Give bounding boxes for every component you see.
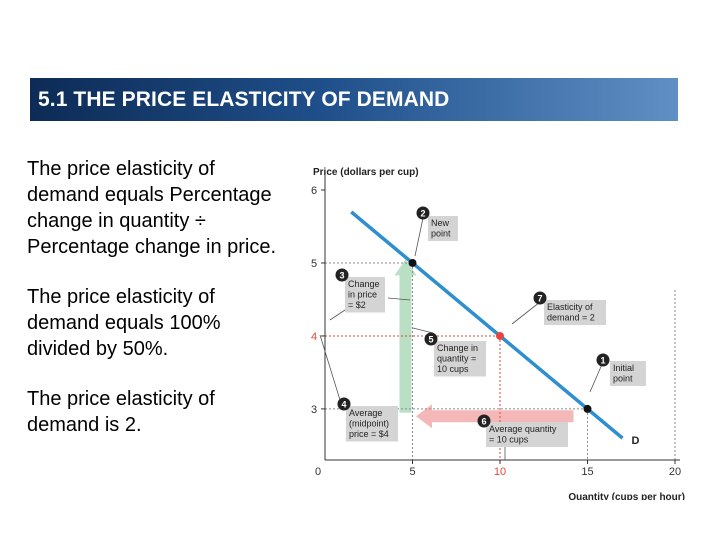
annotation-text: quantity = [437,354,476,364]
annotation-text: Change [348,279,380,289]
annotation-text: 10 cups [437,364,469,374]
annotation-text: = $2 [348,300,366,310]
bullet-list: The price elasticity of demand equals Pe… [27,156,277,462]
annotation-leader [414,217,424,257]
annotation-box [345,277,385,313]
annotation-text: = 10 cups [489,435,529,445]
annotation-number-badge [337,397,351,411]
annotation-text: Change in [437,343,478,353]
annotation-text: Elasticity of [547,302,593,312]
x-tick-label: 15 [581,466,593,478]
annotation-box [610,361,646,386]
annotation-number: 1 [600,356,605,366]
annotation-leader [387,297,411,301]
annotation-number-badge [416,206,430,220]
slide-title: 5.1 THE PRICE ELASTICITY OF DEMAND [38,87,450,111]
annotation-box [486,422,568,447]
annotation-box [434,341,486,377]
x-tick-label: 10 [494,466,506,478]
x-tick-label: 5 [409,466,415,478]
demand-curve-label: D [632,435,640,447]
annotation-number: 3 [339,271,344,281]
annotation-text: point [431,229,451,239]
annotation-number-badge [533,291,547,305]
annotation-leader [412,327,434,334]
annotation-text: New [431,218,450,228]
annotation-number-badge [477,414,491,428]
origin-label: 0 [315,466,321,478]
annotation-number: 2 [420,209,425,219]
annotation-box [544,300,606,325]
slide-title-bar: 5.1 THE PRICE ELASTICITY OF DEMAND [30,78,678,121]
y-tick-label: 6 [311,185,317,197]
annotation-number: 6 [481,417,486,427]
annotation-number-badge [424,332,438,346]
annotation-number: 5 [428,335,433,345]
annotation-number-badge [335,268,349,282]
annotation-text: demand = 2 [547,313,595,323]
midpoint-point [496,331,504,340]
new-point [408,258,417,267]
demand-curve [350,210,624,440]
y-tick-label: 5 [311,258,317,270]
annotation-leader [589,361,604,393]
annotation-text: Average quantity [489,424,557,434]
annotation-box [428,216,458,241]
annotation-text: price = $4 [349,429,389,439]
y-axis-label: Price (dollars per cup) [313,167,419,178]
annotation-number: 4 [341,400,346,410]
annotation-leader [319,334,341,401]
y-tick-label: 3 [311,404,317,416]
annotation-number-badge [596,353,610,367]
bullet-text: The price elasticity of demand is 2. [27,388,215,436]
annotation-text: Average [349,408,382,418]
annotation-box [346,406,398,442]
y-tick-label: 4 [311,331,317,343]
annotation-leader [511,301,541,325]
x-tick-label: 20 [669,466,681,478]
annotation-text: point [613,374,633,384]
bullet-text: The price elasticity of demand equals 10… [27,286,221,360]
annotation-text: (midpoint) [349,419,389,429]
initial-point [583,404,592,413]
annotation-text: Initial [613,363,634,373]
bullet-text: The price elasticity of demand equals Pe… [27,158,277,258]
annotation-text: in price [348,290,377,300]
x-axis-label: Quantity (cups per hour) [568,492,685,500]
annotation-number: 7 [537,294,542,304]
